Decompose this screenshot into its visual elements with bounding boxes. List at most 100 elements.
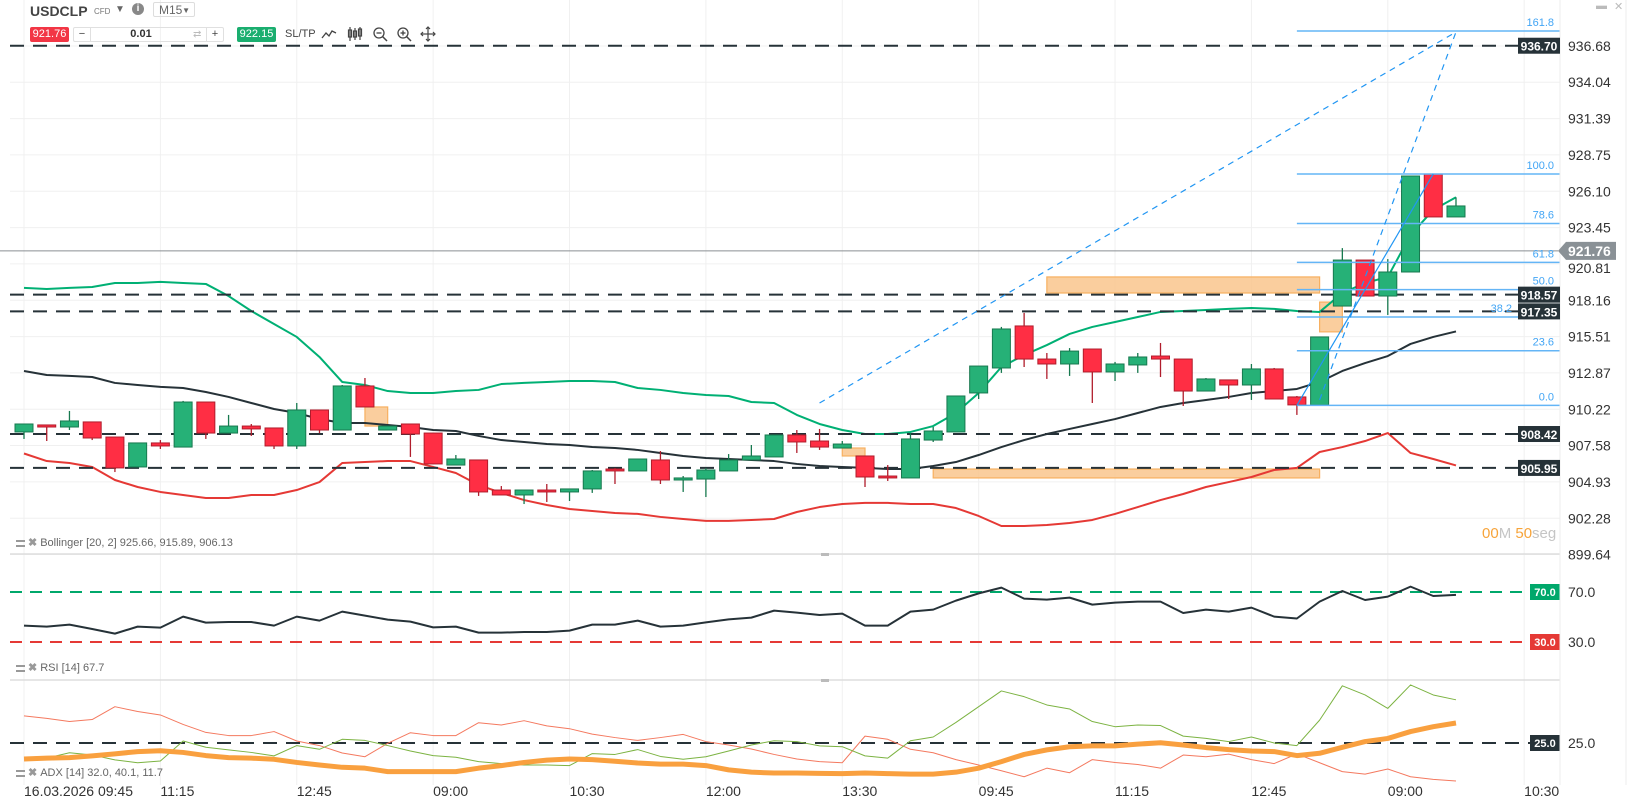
- adx-legend[interactable]: ✖ ADX [14] 32.0, 40.1, 11.7: [16, 766, 163, 779]
- fib-level-label: 161.8: [1526, 17, 1554, 29]
- candle-countdown: 00M 50seg: [1482, 525, 1556, 542]
- timeframe-select[interactable]: M15 ▼: [153, 2, 195, 17]
- price-line-label: 918.57: [1521, 289, 1558, 303]
- countdown-minutes-unit: M: [1498, 525, 1512, 542]
- zoom-in-icon[interactable]: [396, 26, 412, 42]
- bearish-candle: [423, 432, 443, 465]
- bullish-candle: [514, 489, 534, 496]
- time-tick-label: 09:00: [433, 783, 468, 799]
- sell-button[interactable]: 921.76: [30, 27, 69, 42]
- bullish-candle: [923, 430, 943, 441]
- price-tick-label: 899.64: [1568, 547, 1611, 563]
- bearish-candle: [1355, 259, 1375, 297]
- bullish-candle: [900, 438, 920, 479]
- settings-icon[interactable]: [16, 664, 25, 672]
- fib-trend-line: [1296, 173, 1434, 406]
- bullish-candle: [582, 470, 602, 490]
- price-tick-label: 934.04: [1568, 74, 1611, 90]
- swap-icon[interactable]: ⇄: [193, 29, 202, 40]
- bearish-candle: [1151, 355, 1170, 360]
- bearish-candle: [82, 421, 102, 439]
- bullish-candle: [1060, 350, 1080, 365]
- price-line-label: 917.35: [1521, 305, 1558, 319]
- price-line-badge: [1518, 426, 1560, 443]
- settings-icon[interactable]: [16, 539, 25, 547]
- remove-indicator-icon[interactable]: ✖: [28, 662, 38, 674]
- bearish-candle: [1173, 358, 1193, 392]
- adx-axis-label: 25.0: [1568, 735, 1595, 751]
- buy-button[interactable]: 922.15: [237, 27, 276, 42]
- close-button[interactable]: ✕: [1614, 1, 1624, 13]
- bearish-candle: [787, 434, 807, 443]
- supply-demand-zone: [841, 447, 866, 457]
- quantity-stepper[interactable]: − 0.01 ⇄ +: [73, 27, 224, 42]
- move-icon[interactable]: [420, 26, 436, 42]
- bearish-candle: [196, 401, 216, 434]
- quantity-increase-button[interactable]: +: [206, 28, 223, 41]
- zoom-out-icon[interactable]: [372, 26, 388, 42]
- bullish-candle: [696, 469, 716, 480]
- rsi-legend[interactable]: ✖ RSI [14] 67.7: [16, 661, 104, 674]
- price-tick-label: 928.75: [1568, 147, 1611, 163]
- minimize-button[interactable]: ▬: [1596, 0, 1607, 12]
- bullish-candle: [1105, 363, 1125, 373]
- bearish-candle: [309, 409, 329, 431]
- bullish-candle: [378, 425, 398, 431]
- price-tick-label: 923.45: [1568, 220, 1611, 236]
- settings-icon[interactable]: [16, 769, 25, 777]
- current-price-label: 921.76: [1568, 243, 1611, 259]
- pane-resize-handle: [821, 679, 829, 682]
- price-tick-label: 915.51: [1568, 329, 1611, 345]
- bullish-candle: [446, 458, 466, 466]
- zones-layer: [364, 276, 1343, 479]
- bollinger-layer: [23, 196, 1457, 528]
- countdown-seconds: 50: [1515, 525, 1533, 542]
- remove-indicator-icon[interactable]: ✖: [28, 767, 38, 779]
- price-lines-layer: [0, 44, 1558, 469]
- fib-level-label: 38.2: [1491, 303, 1512, 315]
- bearish-candle: [1287, 396, 1307, 406]
- bullish-candle: [128, 442, 148, 468]
- quantity-decrease-button[interactable]: −: [74, 28, 91, 41]
- symbol-name[interactable]: USDCLP: [30, 3, 88, 19]
- time-tick-label: 09:00: [1388, 783, 1423, 799]
- bearish-candle: [1423, 173, 1443, 218]
- bollinger-legend[interactable]: ✖ Bollinger [20, 2] 925.66, 915.89, 906.1…: [16, 536, 233, 549]
- bearish-candle: [37, 424, 57, 428]
- bearish-candle: [605, 468, 625, 472]
- bearish-candle: [1082, 348, 1102, 373]
- price-tick-label: 904.93: [1568, 474, 1611, 490]
- fibonacci-layer[interactable]: 161.8 100.0 78.6 61.8 50.0 38.2 23.6 0.0: [819, 17, 1560, 407]
- bullish-candle: [560, 488, 580, 493]
- bearish-candle: [105, 436, 125, 469]
- bearish-candle: [537, 489, 557, 493]
- rsi-level-badge: [1530, 584, 1560, 600]
- bearish-candle: [400, 423, 420, 435]
- bearish-candle: [810, 440, 830, 448]
- remove-indicator-icon[interactable]: ✖: [28, 537, 38, 549]
- fib-level-label: 0.0: [1539, 391, 1554, 403]
- time-tick-label: 11:15: [160, 783, 194, 799]
- quantity-input[interactable]: 0.01: [130, 28, 152, 40]
- bullish-candle: [719, 459, 739, 472]
- bullish-candle: [832, 443, 852, 449]
- info-icon[interactable]: i: [132, 3, 144, 15]
- time-tick-label: 12:00: [706, 783, 741, 799]
- sltp-button[interactable]: SL/TP: [285, 28, 316, 40]
- bullish-candle: [1378, 271, 1398, 297]
- bullish-candle: [173, 401, 193, 448]
- rsi-level-badge-label: 30.0: [1534, 637, 1555, 649]
- countdown-minutes: 00: [1482, 525, 1499, 542]
- bullish-candle: [991, 328, 1011, 369]
- symbol-dropdown-icon[interactable]: ▼: [115, 4, 125, 15]
- candlestick-icon[interactable]: [347, 26, 363, 42]
- price-tick-label: 902.28: [1568, 510, 1611, 526]
- rsi-level-badge-label: 70.0: [1534, 587, 1555, 599]
- rsi-level-badge: [1530, 634, 1560, 650]
- line-chart-icon[interactable]: [321, 26, 337, 42]
- bearish-candle: [1014, 325, 1034, 360]
- chevron-down-icon: ▼: [182, 6, 190, 15]
- bearish-candle: [355, 385, 375, 408]
- timeframe-value: M15: [159, 3, 183, 17]
